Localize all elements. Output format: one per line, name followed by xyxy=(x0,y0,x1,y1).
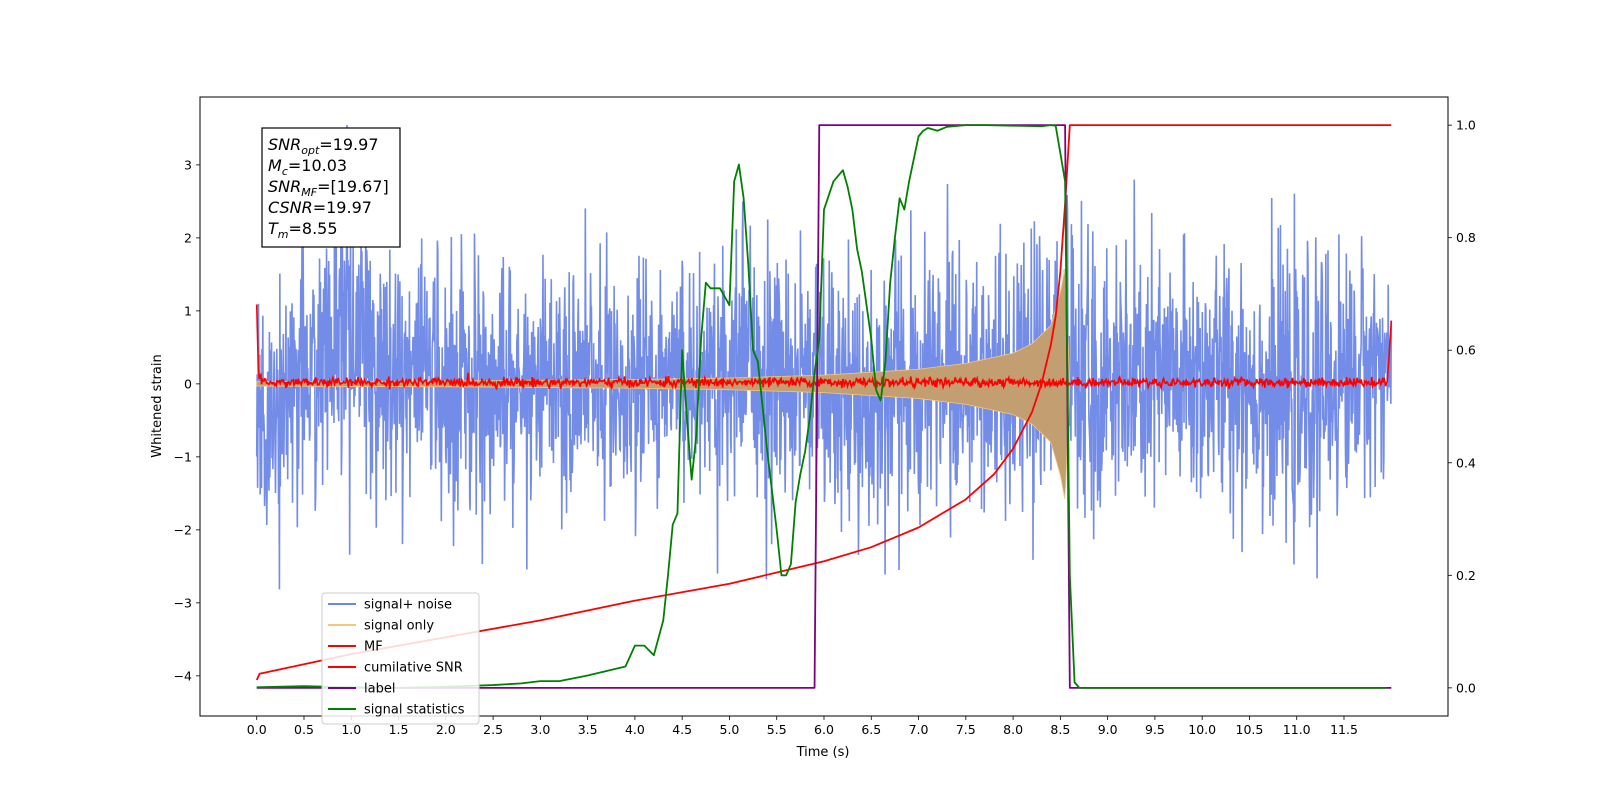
legend-item-signal-noise: signal+ noise xyxy=(328,598,452,613)
y-right-tick-label: 1.0 xyxy=(1456,118,1476,133)
x-tick-label: 1.5 xyxy=(389,722,409,737)
y-tick-label: −4 xyxy=(174,668,192,683)
x-tick-label: 10.0 xyxy=(1188,722,1216,737)
annotation-line: SNRMF=[19.67] xyxy=(268,177,389,199)
legend-label: signal only xyxy=(364,619,434,634)
x-tick-label: 0.5 xyxy=(294,722,314,737)
legend-label: MF xyxy=(364,640,383,655)
y-right-tick-label: 0.2 xyxy=(1456,568,1476,583)
legend-label: cumilative SNR xyxy=(364,661,463,676)
y-tick-label: 1 xyxy=(184,303,192,318)
y-tick-label: −1 xyxy=(174,449,192,464)
legend-item-mf: MF xyxy=(328,640,383,655)
y-tick-label: −2 xyxy=(174,522,192,537)
x-tick-label: 5.0 xyxy=(720,722,740,737)
series-layer xyxy=(255,124,1393,689)
stats-annotation-box: SNRopt=19.97Mc=10.03SNRMF=[19.67]CSNR=19… xyxy=(261,127,401,248)
x-tick-label: 9.0 xyxy=(1098,722,1118,737)
y-tick-label: 3 xyxy=(184,157,192,172)
x-tick-label: 11.5 xyxy=(1330,722,1358,737)
legend-frame xyxy=(321,592,480,725)
y-axis-right: 0.0 0.2 0.4 0.6 0.8 1.0 xyxy=(1448,118,1476,695)
x-tick-label: 0.0 xyxy=(247,722,267,737)
x-tick-label: 7.0 xyxy=(909,722,929,737)
x-axis-label: Time (s) xyxy=(796,745,850,760)
y-axis-label: Whitened strain xyxy=(150,354,165,457)
legend-label: label xyxy=(364,682,395,697)
annotation-frame xyxy=(261,127,401,248)
x-tick-label: 8.0 xyxy=(1003,722,1023,737)
y-axis-left: −4 −3 −2 −1 0 1 2 3 xyxy=(174,157,200,683)
x-tick-label: 6.0 xyxy=(814,722,834,737)
legend-label: signal statistics xyxy=(364,703,465,718)
x-tick-label: 3.0 xyxy=(530,722,550,737)
series-signal-statistics xyxy=(256,124,1387,689)
annotation-line: SNRopt=19.97 xyxy=(268,135,379,157)
legend-label: signal+ noise xyxy=(364,598,452,613)
legend-item-label: label xyxy=(328,682,395,697)
x-tick-label: 4.5 xyxy=(672,722,692,737)
x-tick-label: 8.5 xyxy=(1050,722,1070,737)
x-tick-label: 7.5 xyxy=(956,722,976,737)
y-right-tick-label: 0.6 xyxy=(1456,343,1476,358)
legend-item-cumilative-snr: cumilative SNR xyxy=(328,661,463,676)
series-mf xyxy=(255,304,1393,391)
y-tick-label: 0 xyxy=(184,376,192,391)
y-tick-label: −3 xyxy=(174,595,192,610)
x-tick-label: 2.5 xyxy=(483,722,503,737)
legend-item-signal-only: signal only xyxy=(328,619,434,634)
legend-item-signal-statistics: signal statistics xyxy=(328,703,465,718)
y-tick-label: 2 xyxy=(184,230,192,245)
x-tick-label: 3.5 xyxy=(578,722,598,737)
x-tick-label: 11.0 xyxy=(1283,722,1311,737)
x-tick-label: 1.0 xyxy=(341,722,361,737)
y-right-tick-label: 0.0 xyxy=(1456,680,1476,695)
annotation-line: Tm=8.55 xyxy=(268,219,338,241)
x-tick-label: 2.0 xyxy=(436,722,456,737)
x-tick-label: 6.5 xyxy=(861,722,881,737)
x-tick-label: 10.5 xyxy=(1236,722,1264,737)
x-tick-label: 9.5 xyxy=(1145,722,1165,737)
y-right-tick-label: 0.8 xyxy=(1456,230,1476,245)
series-cumilative-snr xyxy=(255,124,1392,681)
annotation-line: Mc=10.03 xyxy=(268,156,347,178)
annotation-line: CSNR=19.97 xyxy=(268,198,372,217)
x-axis: 0.0 0.5 1.0 1.5 2.0 2.5 3.0 3.5 4.0 4.5 5.0 5.5 6.0 6… xyxy=(247,716,1358,737)
y-right-tick-label: 0.4 xyxy=(1456,455,1476,470)
x-tick-label: 4.0 xyxy=(625,722,645,737)
legend: signal+ noise signal only MF cumilative SNR… xyxy=(321,592,480,725)
x-tick-label: 5.5 xyxy=(767,722,787,737)
